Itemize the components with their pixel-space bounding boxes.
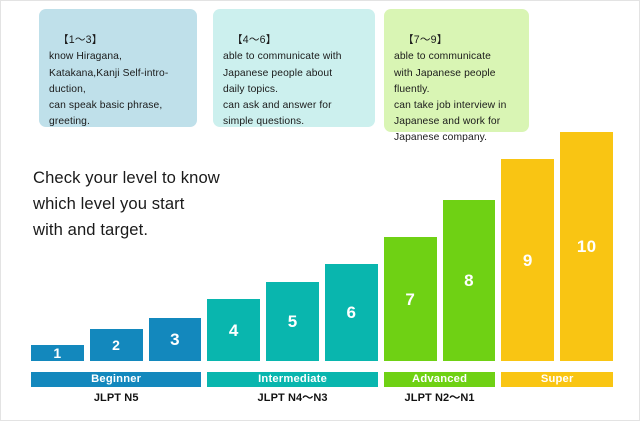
bar-level-6[interactable]: 6 [325, 264, 378, 361]
group-band-intermediate[interactable]: Intermediate [207, 372, 378, 387]
group-band-label: Beginner [91, 372, 142, 385]
bar-value-label: 3 [170, 330, 180, 349]
bar-level-4[interactable]: 4 [207, 299, 261, 361]
bar-level-7[interactable]: 7 [383, 237, 437, 361]
bar-value-label: 5 [287, 312, 298, 331]
description-range-label: 【4〜6】 [232, 34, 277, 47]
group-band-advanced[interactable]: Advanced [383, 372, 496, 387]
bar-level-3[interactable]: 3 [148, 318, 202, 361]
description-range-label: 【7〜9】 [403, 34, 448, 47]
bar-level-2[interactable]: 2 [89, 329, 143, 361]
bar-value-label: 2 [112, 337, 121, 353]
bar-value-label: 1 [53, 345, 62, 361]
bar-value-label: 10 [576, 237, 597, 256]
group-sublabel-beginner: JLPT N5 [93, 392, 139, 404]
group-band-label: Super [540, 372, 574, 385]
description-body: know Hiragana, Katakana,Kanji Self-intro… [49, 51, 169, 128]
bar-value-label: 7 [405, 289, 416, 309]
bar-level-10[interactable]: 10 [560, 132, 613, 361]
description-box-beginner: 【1〜3】 know Hiragana, Katakana,Kanji Self-… [39, 9, 197, 127]
description-box-intermediate: 【4〜6】 able to communicate with Japanese p… [213, 9, 375, 127]
bar-value-label: 8 [464, 271, 474, 290]
group-sublabel-intermediate: JLPT N4〜N3 [257, 392, 328, 404]
bar-level-5[interactable]: 5 [266, 282, 319, 361]
description-body: able to communicate with Japanese people… [223, 51, 342, 128]
bar-value-label: 9 [522, 250, 533, 270]
bar-level-1[interactable]: 1 [31, 345, 84, 361]
group-sublabel-advanced: JLPT N2〜N1 [404, 392, 475, 404]
page-title: Check your level to know which level you… [33, 168, 220, 239]
bar-level-9[interactable]: 9 [501, 159, 555, 361]
description-body: able to communicate with Japanese people… [394, 51, 507, 144]
group-band-beginner[interactable]: Beginner [31, 372, 202, 387]
bar-level-8[interactable]: 8 [442, 200, 496, 361]
description-range-label: 【1〜3】 [58, 34, 103, 47]
bar-value-label: 4 [228, 320, 239, 340]
description-box-advanced: 【7〜9】 able to communicate with Japanese p… [384, 9, 529, 143]
group-band-label: Advanced [412, 372, 468, 385]
group-band-super[interactable]: Super [501, 372, 613, 387]
group-band-label: Intermediate [258, 372, 328, 385]
bar-value-label: 6 [346, 303, 357, 322]
